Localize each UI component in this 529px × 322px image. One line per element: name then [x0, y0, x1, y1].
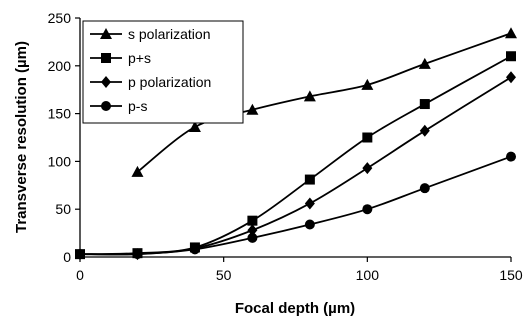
legend-marker-circle	[101, 101, 111, 111]
data-point-circle	[189, 244, 200, 255]
data-point-circle	[304, 219, 315, 230]
data-point-circle	[419, 183, 430, 194]
data-point-triangle	[246, 103, 259, 115]
data-point-square	[506, 51, 516, 62]
data-point-diamond	[247, 224, 258, 237]
data-point-triangle	[418, 57, 431, 69]
legend-item: p+s	[90, 50, 151, 66]
data-point-circle	[506, 151, 516, 162]
data-point-diamond	[304, 197, 315, 210]
data-point-square	[419, 99, 430, 110]
data-point-circle	[362, 204, 373, 215]
data-point-diamond	[419, 124, 430, 137]
legend-label: p polarization	[128, 74, 211, 90]
series-line	[79, 155, 512, 256]
ticks: 0 50 100 150 200 250 0 50 100 150	[48, 10, 523, 283]
y-tick-label: 50	[55, 201, 71, 217]
series-triangle	[131, 27, 517, 177]
y-tick-label: 0	[63, 249, 71, 265]
x-tick-label: 100	[356, 267, 380, 283]
data-point-square	[362, 132, 373, 143]
y-tick-label: 200	[48, 58, 72, 74]
data-point-triangle	[361, 78, 374, 90]
data-point-triangle	[131, 165, 144, 177]
x-tick-label: 0	[76, 267, 84, 283]
series-circle	[75, 151, 516, 260]
y-tick-label: 150	[48, 106, 72, 122]
data-point-square	[304, 174, 315, 185]
data-point-diamond	[362, 162, 373, 175]
data-point-square	[247, 215, 258, 226]
legend-marker-triangle	[100, 28, 112, 39]
x-axis-title: Focal depth (µm)	[235, 300, 355, 317]
legend-label: p+s	[128, 50, 151, 66]
axes	[79, 18, 511, 258]
data-point-circle	[247, 232, 258, 243]
data-point-circle	[75, 249, 85, 260]
y-axis-title: Transverse resolution (µm)	[13, 41, 30, 233]
legend-item: p-s	[90, 98, 147, 114]
legend-item: p polarization	[90, 74, 211, 90]
data-point-triangle	[303, 90, 316, 102]
data-point-circle	[132, 249, 143, 260]
x-tick-label: 150	[499, 267, 523, 283]
legend-label: p-s	[128, 98, 147, 114]
legend-marker-diamond	[101, 76, 111, 88]
legend: s polarization p+s p polarization p-s	[82, 20, 244, 124]
y-tick-label: 100	[48, 153, 72, 169]
data-point-triangle	[505, 27, 517, 39]
y-tick-label: 250	[48, 10, 72, 26]
legend-label: s polarization	[128, 26, 211, 42]
data-point-diamond	[506, 71, 516, 84]
data-point-triangle	[188, 120, 201, 132]
x-tick-label: 50	[216, 267, 232, 283]
legend-marker-square	[101, 53, 111, 63]
series	[75, 27, 517, 261]
legend-item: s polarization	[90, 26, 211, 42]
